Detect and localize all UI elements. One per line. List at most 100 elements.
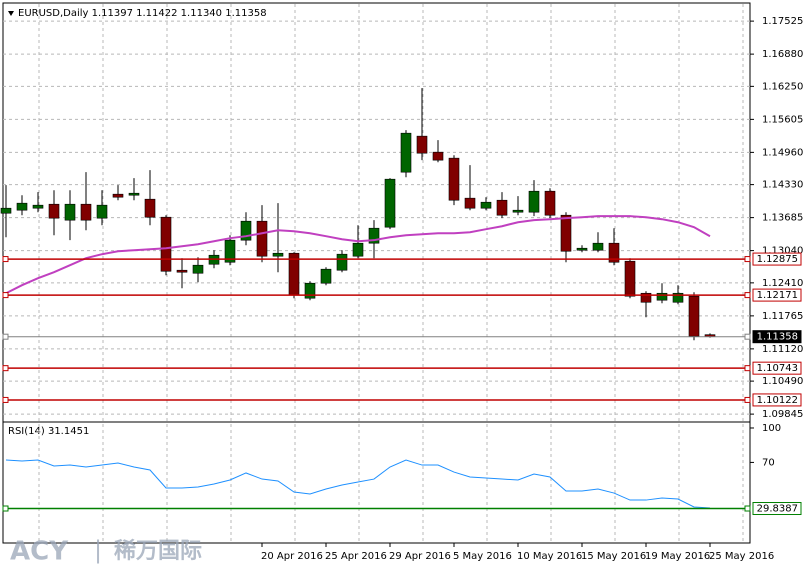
level-handle <box>2 365 9 372</box>
y-tick-label: 70 <box>762 457 775 468</box>
y-tick-label: 1.09845 <box>762 409 803 420</box>
watermark-name: 稀万国际 <box>114 538 202 564</box>
level-label-box <box>752 252 802 266</box>
candle-body <box>256 220 268 257</box>
candle-body <box>16 202 28 211</box>
candle-body <box>384 178 396 228</box>
level-handle <box>744 256 751 263</box>
y-tick-label: 1.12410 <box>762 278 803 289</box>
candle-body <box>160 216 172 272</box>
level-handle <box>2 505 9 512</box>
level-handle <box>2 256 9 263</box>
x-tick-label: 5 May 2016 <box>453 551 512 562</box>
y-tick-label: 1.16250 <box>762 81 803 92</box>
candle-body <box>176 269 188 273</box>
level-handle <box>744 292 751 299</box>
candle-body <box>496 199 508 216</box>
y-tick-label: 1.13040 <box>762 246 803 257</box>
moving-average <box>5 215 711 295</box>
candle-body <box>48 203 60 219</box>
candle-body <box>64 203 76 221</box>
y-tick-label: 1.17525 <box>762 16 803 27</box>
level-label-box <box>752 288 802 302</box>
candle-body <box>592 242 604 251</box>
level-label: 1.12875 <box>757 254 798 265</box>
candle-body <box>528 190 540 213</box>
candle-body <box>624 260 636 297</box>
watermark: ACY | 稀万国际 <box>10 536 202 567</box>
x-tick-label: 19 May 2016 <box>645 551 710 562</box>
chart-title: EURUSD,Daily 1.11397 1.11422 1.11340 1.1… <box>18 8 267 19</box>
candle-body <box>432 151 444 161</box>
level-handle <box>2 292 9 299</box>
candle-body <box>352 242 364 257</box>
candle-body <box>320 268 332 284</box>
candle-body <box>368 227 380 244</box>
candle-body <box>128 192 140 196</box>
candle-body <box>480 201 492 209</box>
candle-body <box>192 264 204 274</box>
candle-body <box>240 220 252 241</box>
candle-body <box>96 204 108 219</box>
candle-body <box>576 247 588 251</box>
candle-body <box>144 198 156 218</box>
y-tick-label: 1.11765 <box>762 311 803 322</box>
level-label: 1.10743 <box>757 363 798 374</box>
candle-body <box>32 204 44 209</box>
y-tick-label: 1.14330 <box>762 180 803 191</box>
candle-body <box>304 282 316 299</box>
candle-body <box>400 132 412 173</box>
level-handle <box>744 333 751 340</box>
watermark-brand: ACY <box>10 537 69 567</box>
y-tick-label: 1.11120 <box>762 344 803 355</box>
y-tick-label: 1.16880 <box>762 49 803 60</box>
candle-body <box>512 209 524 213</box>
candle-body <box>112 193 124 198</box>
level-label-box <box>752 330 802 344</box>
watermark-separator: | <box>94 536 102 564</box>
level-handle <box>744 505 751 512</box>
symbol-menu[interactable] <box>8 11 14 16</box>
candle-body <box>448 157 460 201</box>
indicator-title: RSI(14) 31.1451 <box>8 426 89 437</box>
frame <box>2 2 751 544</box>
y-tick-label: 1.14960 <box>762 147 803 158</box>
candle-body <box>336 253 348 271</box>
candle-body <box>544 190 556 216</box>
candle-body <box>656 292 668 301</box>
x-tick-label: 15 May 2016 <box>581 551 646 562</box>
level-handle <box>744 396 751 403</box>
level-label: 1.11358 <box>757 332 798 343</box>
level-label-box <box>752 502 802 516</box>
candle-body <box>416 135 428 154</box>
level-label-box <box>752 361 802 375</box>
indicator-line <box>5 459 711 509</box>
candle-body <box>224 239 236 263</box>
x-tick-label: 25 Apr 2016 <box>325 551 387 562</box>
y-tick-label: 100 <box>762 423 781 434</box>
level-handle <box>744 365 751 372</box>
x-tick-label: 10 May 2016 <box>517 551 582 562</box>
level-label: 29.8387 <box>757 504 798 515</box>
candle-body <box>688 295 700 337</box>
candle-body <box>80 203 92 221</box>
candle-body <box>0 207 12 214</box>
y-tick-label: 1.10490 <box>762 376 803 387</box>
level-label: 1.12171 <box>757 290 798 301</box>
x-tick-label: 25 May 2016 <box>709 551 774 562</box>
y-tick-label: 1.13685 <box>762 213 803 224</box>
level-label: 1.10122 <box>757 395 798 406</box>
candle-body <box>608 242 620 263</box>
candle-body <box>464 197 476 209</box>
candle-body <box>640 292 652 303</box>
level-handle <box>2 396 9 403</box>
candle-body <box>672 292 684 303</box>
candle-body <box>272 252 284 257</box>
x-tick-label: 20 Apr 2016 <box>261 551 323 562</box>
x-tick-label: 29 Apr 2016 <box>389 551 451 562</box>
level-label-box <box>752 393 802 407</box>
level-handle <box>2 333 9 340</box>
y-tick-label: 1.15605 <box>762 114 803 125</box>
